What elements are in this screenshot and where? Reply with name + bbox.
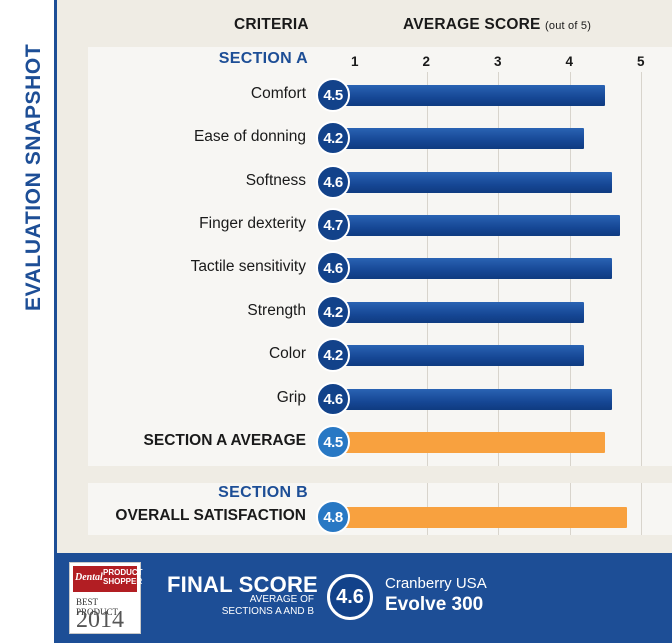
final-sub-line1: AVERAGE OF <box>249 594 314 605</box>
chart-panel: CRITERIA AVERAGE SCORE (out of 5) 1 2 3 4 5 S… <box>57 0 672 553</box>
score-badge-finger-dexterity: 4.7 <box>316 208 350 242</box>
bar-finger-dexterity <box>337 215 620 236</box>
logo-product-text: PRODUCT <box>103 568 143 577</box>
product-name: Evolve 300 <box>385 594 484 615</box>
score-badge-section-a-average: 4.5 <box>316 425 350 459</box>
gridline-5-a <box>641 72 642 466</box>
criterion-label-finger-dexterity: Finger dexterity <box>199 215 306 232</box>
section-title-a: SECTION A <box>218 50 308 67</box>
bar-comfort <box>337 85 606 106</box>
tick-label-4: 4 <box>565 54 574 69</box>
bar-overall-satisfaction <box>337 507 627 528</box>
criteria-header: CRITERIA <box>234 16 309 33</box>
criterion-label-comfort: Comfort <box>250 85 306 102</box>
bar-strength <box>337 302 584 323</box>
tick-label-3: 3 <box>494 54 502 69</box>
logo-banner: Dental PRODUCT SHOPPER <box>73 566 143 592</box>
criterion-label-grip: Grip <box>276 389 306 406</box>
final-score-title: FINAL SCORE <box>167 572 318 597</box>
section-title-b: SECTION B <box>218 484 308 501</box>
score-badge-softness: 4.6 <box>316 165 350 199</box>
final-score-footer: Dental PRODUCT SHOPPER BEST PRODUCT 2014… <box>57 553 672 643</box>
sidebar: EVALUATION SNAPSHOT <box>0 0 57 643</box>
criterion-label-section-a-average: SECTION A AVERAGE <box>143 432 306 449</box>
criterion-label-strength: Strength <box>247 302 306 319</box>
logo-dental-text: Dental <box>75 572 103 583</box>
tick-label-5: 5 <box>637 54 645 69</box>
final-sub-line2: SECTIONS A AND B <box>221 606 314 617</box>
score-badge-ease-of-donning: 4.2 <box>316 121 350 155</box>
manufacturer-name: Cranberry USA <box>385 575 487 592</box>
side-title: EVALUATION SNAPSHOT <box>22 44 45 311</box>
score-badge-color: 4.2 <box>316 338 350 372</box>
criterion-label-overall-satisfaction: OVERALL SATISFACTION <box>115 507 306 524</box>
final-score-badge: 4.6 <box>327 574 373 620</box>
logo-shopper-text: SHOPPER <box>103 577 143 586</box>
bar-color <box>337 345 584 366</box>
bar-section-a-average <box>337 432 606 453</box>
score-badge-overall-satisfaction: 4.8 <box>316 500 350 534</box>
criterion-label-tactile-sensitivity: Tactile sensitivity <box>190 258 306 275</box>
logo-ps-text: PRODUCT SHOPPER <box>103 568 143 586</box>
criterion-label-softness: Softness <box>245 172 306 189</box>
score-badge-comfort: 4.5 <box>316 78 350 112</box>
tick-label-2: 2 <box>422 54 431 69</box>
final-score-subtitle: AVERAGE OF SECTIONS A AND B <box>174 594 314 618</box>
score-badge-strength: 4.2 <box>316 295 350 329</box>
criterion-label-ease-of-donning: Ease of donning <box>193 128 306 145</box>
logo-year: 2014 <box>76 607 124 633</box>
score-header: AVERAGE SCORE (out of 5) <box>403 16 591 34</box>
dental-product-shopper-logo: Dental PRODUCT SHOPPER BEST PRODUCT 2014 <box>69 562 143 634</box>
score-header-title: AVERAGE SCORE <box>403 16 541 33</box>
bar-ease-of-donning <box>337 128 584 149</box>
tick-label-1: 1 <box>351 54 359 69</box>
criterion-label-color: Color <box>268 345 306 362</box>
gridline-5-b <box>641 483 642 535</box>
bar-softness <box>337 172 613 193</box>
side-title-svg: EVALUATION SNAPSHOT <box>22 44 45 311</box>
score-badge-grip: 4.6 <box>316 382 350 416</box>
score-badge-tactile-sensitivity: 4.6 <box>316 251 350 285</box>
score-header-note: (out of 5) <box>545 20 592 32</box>
bar-grip <box>337 389 613 410</box>
sidebar-divider <box>54 0 57 643</box>
bar-tactile-sensitivity <box>337 258 613 279</box>
logo-best-product: BEST PRODUCT <box>76 597 119 617</box>
